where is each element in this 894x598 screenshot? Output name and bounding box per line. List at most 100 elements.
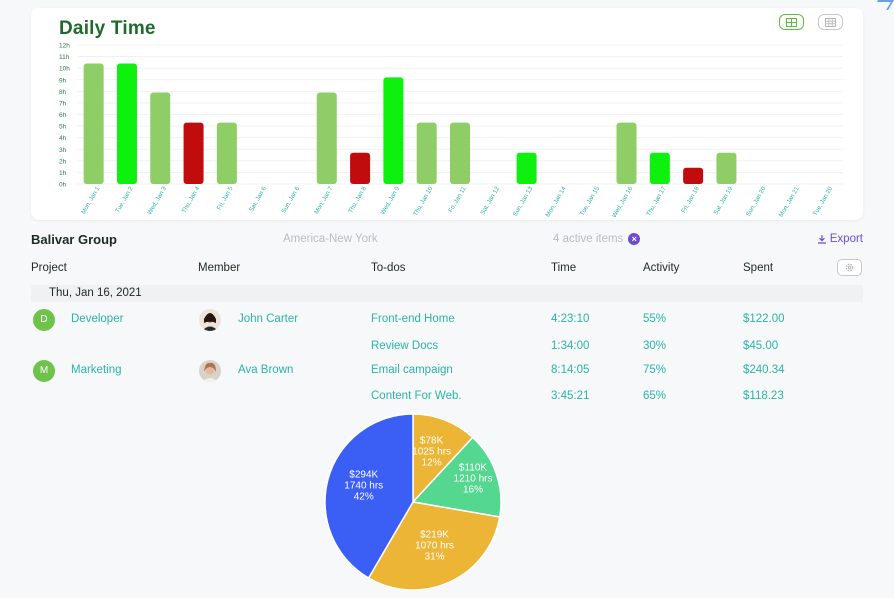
daily-time-card: Daily Time 0h 1h 2h 3h 4h 5h 6h 7h 8h 9h 10h 11h 12h… (31, 8, 863, 220)
x-tick-label: Thu, Jan 8 (347, 185, 368, 214)
pie-slice[interactable] (367, 501, 501, 591)
todo-item[interactable]: Front-end Home (371, 313, 455, 325)
spent-value: $45.00 (743, 340, 779, 352)
pie-slice-label: 42% (354, 492, 374, 503)
pie-slice-label: 1070 hrs (415, 540, 454, 551)
pie-slice-label: 31% (425, 551, 445, 562)
active-items-filter: 4 active items × (553, 233, 641, 245)
download-icon (817, 235, 826, 244)
member-name[interactable]: John Carter (238, 313, 299, 325)
pie-slice-label: $78K (420, 435, 444, 446)
bar[interactable] (216, 122, 237, 184)
bar[interactable] (683, 167, 704, 184)
todo-item[interactable]: Email campaign (371, 364, 453, 376)
project-avatar-marketing: M (33, 360, 55, 382)
col-header-time[interactable]: Time (551, 262, 577, 274)
y-tick-label: 9h (59, 77, 67, 84)
col-header-member[interactable]: Member (198, 262, 241, 274)
list-view-button[interactable] (818, 14, 843, 30)
x-tick-label: Wed, Jan 9 (379, 185, 401, 216)
bar[interactable] (183, 122, 204, 184)
pie-slice[interactable] (411, 436, 502, 518)
bar[interactable] (316, 92, 337, 184)
todo-item[interactable]: Review Docs (371, 340, 439, 352)
col-header-project[interactable]: Project (31, 262, 67, 274)
todo-item[interactable]: Content For Web. (371, 390, 462, 402)
x-tick-label: Thu, Jan 4 (181, 185, 202, 214)
active-items-label: 4 active items (553, 233, 624, 245)
x-tick-label: Mon, Jan 1 (80, 185, 102, 215)
spent-value: $122.00 (743, 313, 785, 325)
clear-filter-icon[interactable]: × (628, 233, 641, 245)
activity-value: 65% (643, 390, 667, 402)
y-tick-label: 10h (59, 66, 70, 73)
y-tick-label: 3h (59, 147, 67, 154)
x-tick-label: Thu, Jan 10 (412, 185, 435, 217)
pie-slice-label: $294K (349, 470, 378, 481)
pie-slice-label: $110K (459, 463, 488, 474)
x-tick-label: Sun, Jan 6 (280, 185, 301, 215)
y-tick-label: 4h (59, 135, 67, 142)
window-corner-accent (872, 0, 894, 10)
spent-value: $240.34 (743, 364, 785, 376)
pie-slice[interactable] (324, 413, 414, 580)
col-header-spent[interactable]: Spent (743, 262, 774, 274)
y-tick-label: 8h (59, 89, 67, 96)
project-name[interactable]: Developer (71, 313, 124, 325)
group-header: Balivar Group America-New York 4 active … (31, 232, 863, 250)
pie-slice-label: $219K (420, 529, 449, 540)
grid-view-button[interactable] (779, 14, 804, 30)
x-tick-label: Sat, Jan 19 (712, 185, 734, 216)
col-header-activity[interactable]: Activity (643, 262, 680, 274)
pie-slice-label: 1740 hrs (344, 481, 383, 492)
bar[interactable] (83, 63, 104, 184)
x-tick-label: Sat, Jan 6 (248, 185, 268, 213)
x-tick-label: Fri, Jan 5 (216, 185, 235, 211)
x-tick-label: Mon, Jan 21 (778, 185, 801, 218)
daily-time-bar-chart: 0h 1h 2h 3h 4h 5h 6h 7h 8h 9h 10h 11h 12h Mon, Jan 1 T… (59, 43, 843, 219)
bar[interactable] (616, 122, 637, 184)
member-name[interactable]: Ava Brown (238, 364, 294, 376)
bar[interactable] (416, 122, 437, 184)
project-avatar-developer: D (33, 309, 55, 331)
x-tick-label: Sun, Jan 13 (512, 185, 535, 218)
group-timezone: America-New York (283, 233, 378, 245)
y-tick-label: 12h (59, 43, 70, 50)
member-avatar-ava (199, 360, 221, 382)
project-name[interactable]: Marketing (71, 364, 122, 376)
bar[interactable] (450, 122, 470, 184)
group-name: Balivar Group (31, 232, 117, 247)
x-tick-label: Fri, Jan 11 (447, 185, 468, 214)
x-tick-label: Thu, Jan 17 (645, 185, 668, 217)
table-icon (825, 17, 836, 27)
activity-value: 30% (643, 340, 667, 352)
pie-slice-label: 1025 hrs (412, 446, 451, 457)
gear-icon (845, 263, 854, 272)
daily-time-title: Daily Time (59, 18, 156, 39)
bar[interactable] (716, 152, 737, 184)
table-settings-button[interactable] (837, 259, 862, 276)
bar[interactable] (649, 152, 670, 184)
bar[interactable] (116, 63, 137, 184)
bar[interactable] (150, 92, 171, 184)
time-value: 8:14:05 (551, 364, 590, 376)
pie-slice[interactable] (412, 413, 474, 504)
pie-slice-label: 1210 hrs (454, 474, 493, 485)
bar[interactable] (350, 152, 371, 184)
activity-value: 55% (643, 313, 667, 325)
y-tick-label: 2h (59, 158, 67, 165)
x-tick-label: Mon, Jan 7 (313, 185, 335, 215)
x-tick-label: Fri, Jan 18 (680, 185, 701, 214)
member-avatar-john (199, 309, 221, 331)
activity-value: 75% (643, 364, 667, 376)
y-tick-label: 11h (59, 54, 70, 61)
time-value: 3:45:21 (551, 390, 590, 402)
y-tick-label: 5h (59, 124, 67, 131)
bar[interactable] (516, 152, 537, 184)
time-value: 4:23:10 (551, 313, 590, 325)
bar[interactable] (383, 77, 404, 184)
pie-slice-label: 12% (422, 457, 442, 468)
export-button[interactable]: Export (817, 233, 863, 245)
col-header-todos[interactable]: To-dos (371, 262, 406, 274)
